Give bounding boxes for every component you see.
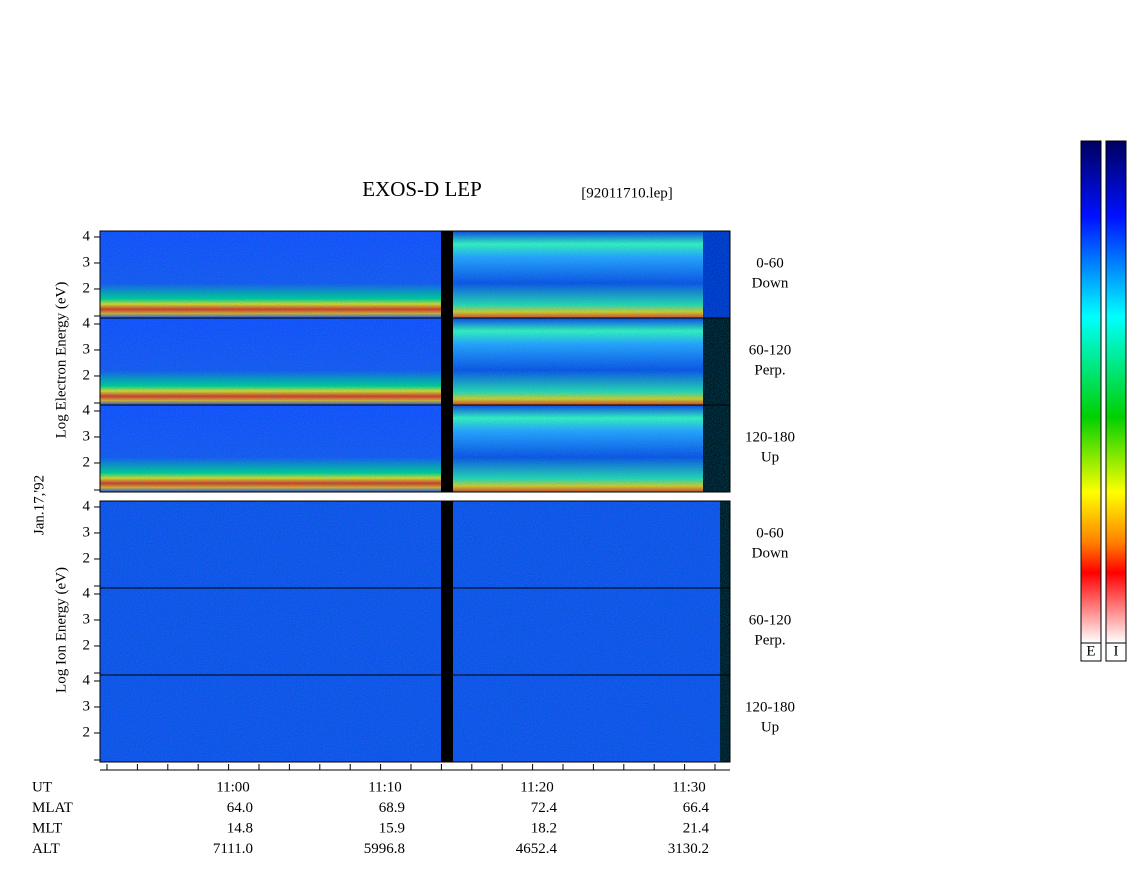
y-tick-label: 3 <box>83 611 91 627</box>
spectrogram-noise <box>100 588 730 675</box>
data-gap <box>441 588 453 675</box>
colorbar <box>1080 140 1102 644</box>
data-gap <box>441 675 453 762</box>
row-label: ALT <box>32 841 60 857</box>
orbit-value: 7111.0 <box>213 841 253 857</box>
electron-axis-label: Log Electron Energy (eV) <box>53 282 69 439</box>
orbit-value: 3130.2 <box>668 841 709 857</box>
panel-label: 120-180 <box>745 699 795 715</box>
orbit-value: 4652.4 <box>516 841 558 857</box>
y-tick-label: 3 <box>83 524 91 540</box>
spectrogram-noise <box>100 405 730 492</box>
row-label: UT <box>32 779 52 795</box>
orbit-value: 14.8 <box>227 820 253 836</box>
orbit-value: 11:20 <box>520 779 554 795</box>
panel-frame <box>99 404 731 493</box>
panel-label: 60-120 <box>749 342 792 358</box>
y-tick-label: 3 <box>83 698 91 714</box>
panel-sublabel: Perp. <box>754 362 785 378</box>
spectrogram-noise <box>100 501 730 588</box>
date: Jan.17,'92 <box>31 475 47 535</box>
colorbar-label: E <box>1086 643 1095 659</box>
title: EXOS-D LEP <box>362 177 482 201</box>
orbit-value: 68.9 <box>379 800 405 816</box>
panel-label: 120-180 <box>745 429 795 445</box>
row-label: MLT <box>32 820 62 836</box>
ion-axis-label: Log Ion Energy (eV) <box>53 567 69 693</box>
y-tick-label: 2 <box>83 550 91 566</box>
y-tick-label: 4 <box>83 315 91 331</box>
spectrogram-noise <box>100 231 730 318</box>
data-gap <box>441 231 453 318</box>
y-tick-label: 4 <box>83 402 91 418</box>
file-name: [92011710.lep] <box>581 185 673 201</box>
orbit-value: 15.9 <box>379 820 405 836</box>
y-tick-label: 2 <box>83 454 91 470</box>
orbit-value: 5996.8 <box>364 841 405 857</box>
y-tick-label: 4 <box>83 672 91 688</box>
row-label: MLAT <box>32 800 73 816</box>
orbit-value: 72.4 <box>531 800 558 816</box>
y-tick-label: 3 <box>83 428 91 444</box>
colorbar <box>1105 140 1127 644</box>
orbit-value: 11:10 <box>368 779 402 795</box>
panel-label: 0-60 <box>756 255 784 271</box>
y-tick-label: 2 <box>83 637 91 653</box>
y-tick-label: 4 <box>83 585 91 601</box>
colorbar-label-box <box>1080 642 1102 662</box>
panel-sublabel: Perp. <box>754 632 785 648</box>
panel-sublabel: Up <box>761 449 779 465</box>
data-gap <box>441 405 453 492</box>
orbit-value: 66.4 <box>683 800 710 816</box>
panel-frame <box>99 674 731 763</box>
spectrogram-noise <box>100 318 730 405</box>
y-tick-label: 2 <box>83 724 91 740</box>
panel-sublabel: Up <box>761 719 779 735</box>
orbit-value: 11:30 <box>672 779 706 795</box>
colorbar-label: I <box>1114 643 1119 659</box>
data-gap <box>441 318 453 405</box>
panel-label: 0-60 <box>756 525 784 541</box>
panel-sublabel: Down <box>752 545 789 561</box>
panel-label: 60-120 <box>749 612 792 628</box>
orbit-value: 18.2 <box>531 820 557 836</box>
y-tick-label: 3 <box>83 341 91 357</box>
orbit-value: 11:00 <box>216 779 250 795</box>
y-tick-label: 4 <box>83 498 91 514</box>
spectrogram-noise <box>100 675 730 762</box>
data-gap <box>441 501 453 588</box>
orbit-value: 64.0 <box>227 800 253 816</box>
y-tick-label: 4 <box>83 228 91 244</box>
colorbar-label-box <box>1105 642 1127 662</box>
y-tick-label: 2 <box>83 367 91 383</box>
y-tick-label: 3 <box>83 254 91 270</box>
y-tick-label: 2 <box>83 280 91 296</box>
orbit-value: 21.4 <box>683 820 710 836</box>
panel-sublabel: Down <box>752 275 789 291</box>
